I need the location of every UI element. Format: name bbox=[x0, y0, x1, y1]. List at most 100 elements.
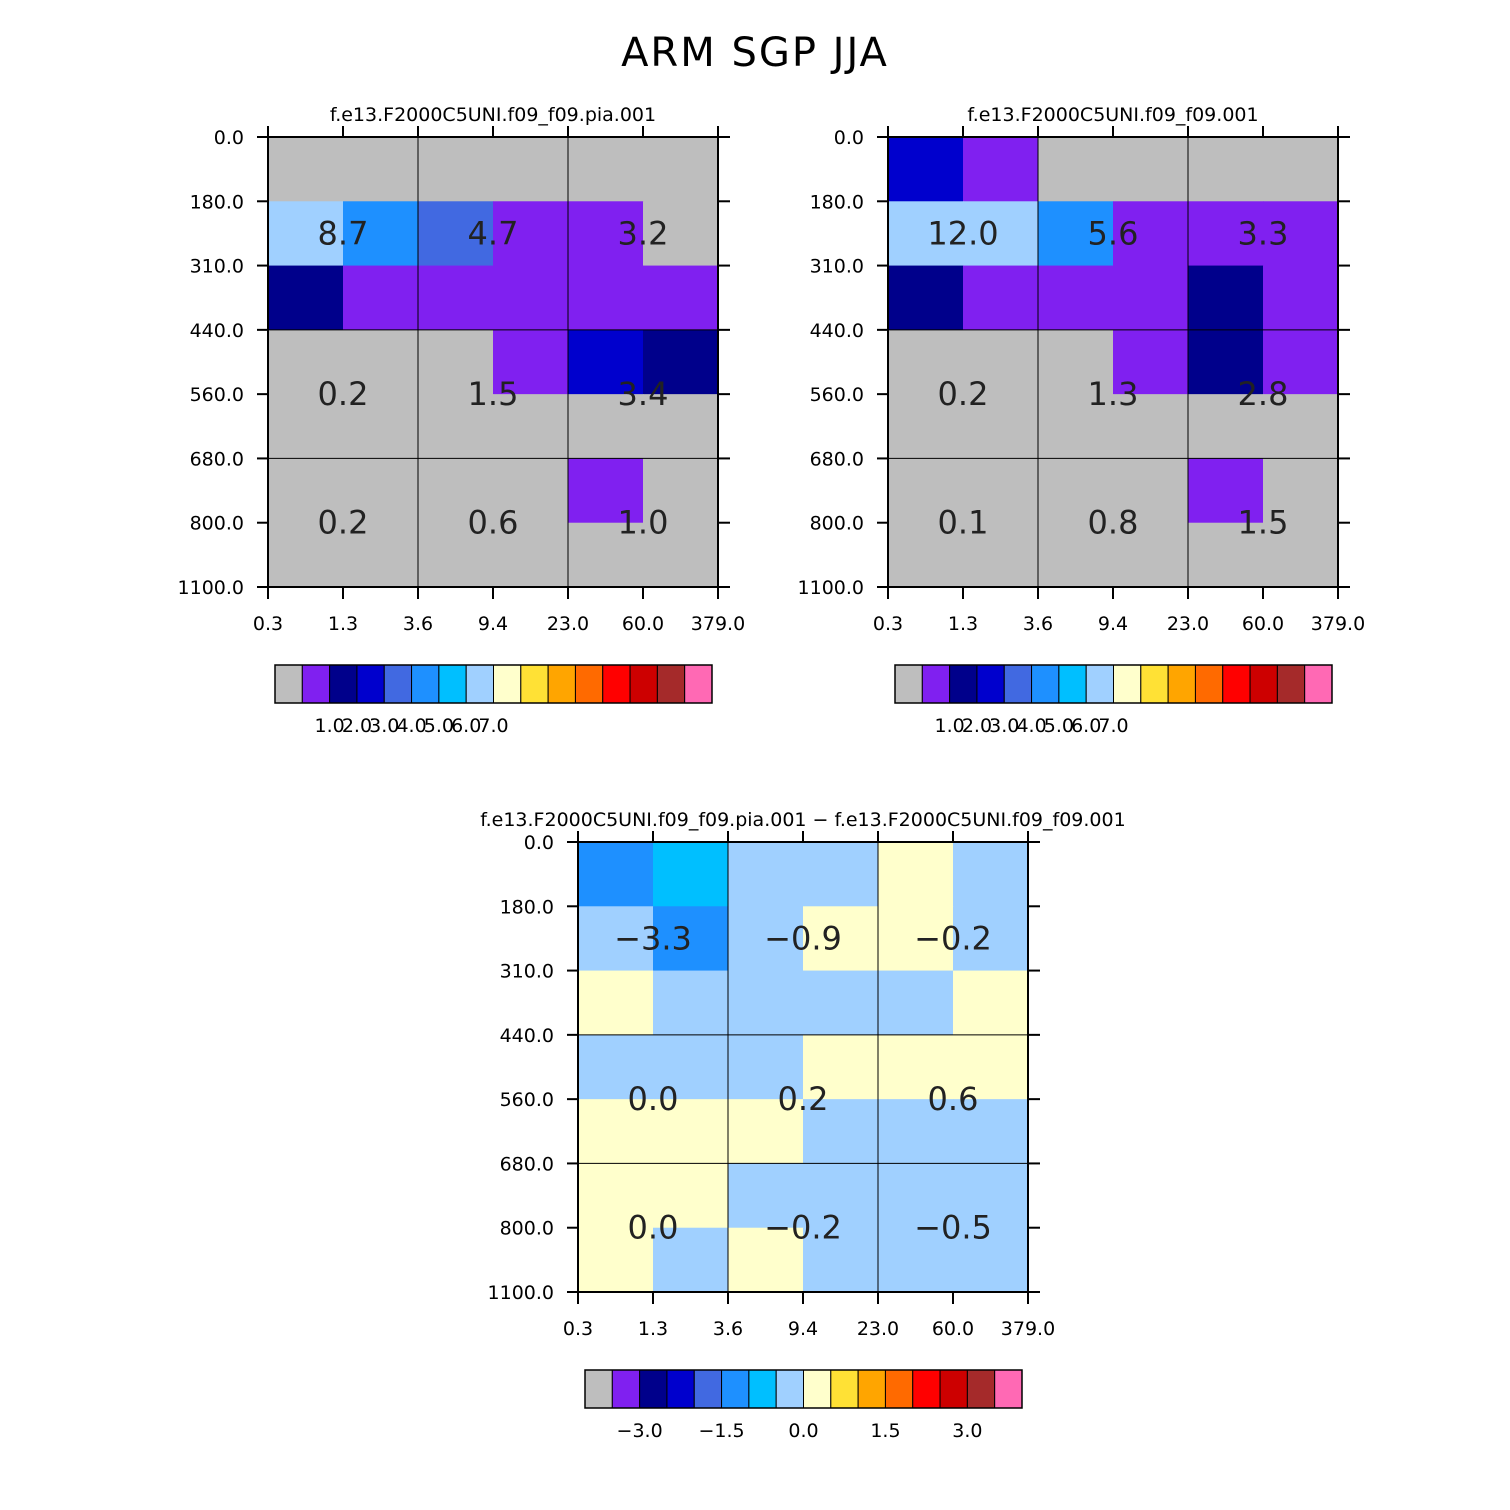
heatmap-cell bbox=[1113, 201, 1189, 267]
heatmap-cell bbox=[1188, 265, 1264, 331]
colorbar-swatch bbox=[493, 664, 522, 704]
y-tick-label: 1100.0 bbox=[488, 1282, 554, 1304]
x-tick-label: 1.3 bbox=[638, 1318, 668, 1340]
data-label: 4.7 bbox=[468, 214, 519, 252]
heatmap-cell bbox=[888, 201, 964, 267]
heatmap-cell bbox=[268, 458, 344, 524]
heatmap-panel-diff: f.e13.F2000C5UNI.f09_f09.pia.001 − f.e13… bbox=[480, 809, 1125, 1442]
colorbar-label: −3.0 bbox=[617, 1420, 663, 1442]
data-label: 0.2 bbox=[318, 375, 369, 413]
colorbar-label: 3.0 bbox=[989, 715, 1019, 737]
heatmap-cell bbox=[1263, 265, 1339, 331]
heatmap-cell bbox=[963, 394, 1039, 459]
heatmap-cell bbox=[643, 329, 719, 395]
heatmap-cell bbox=[653, 1034, 729, 1100]
heatmap-cell bbox=[1263, 137, 1339, 202]
y-tick-label: 560.0 bbox=[500, 1089, 554, 1111]
x-tick-label: 9.4 bbox=[788, 1318, 818, 1340]
x-tick-label: 1.3 bbox=[948, 613, 978, 635]
colorbar-swatch bbox=[684, 664, 713, 704]
heatmap-cell bbox=[268, 522, 344, 588]
x-tick-label: 60.0 bbox=[1242, 613, 1284, 635]
heatmap-cell bbox=[1263, 458, 1339, 524]
y-tick-label: 310.0 bbox=[190, 256, 244, 278]
data-label: 1.0 bbox=[618, 504, 669, 542]
heatmap-cell bbox=[888, 329, 964, 395]
data-label: 1.5 bbox=[1238, 504, 1289, 542]
colorbar-label: 1.0 bbox=[315, 715, 345, 737]
heatmap-cell bbox=[1263, 329, 1339, 395]
x-tick-label: 0.3 bbox=[873, 613, 903, 635]
heatmap-cell bbox=[578, 1034, 654, 1100]
colorbar-swatch bbox=[1194, 664, 1224, 704]
data-label: 12.0 bbox=[927, 214, 998, 252]
colorbar-swatch bbox=[939, 1369, 968, 1409]
heatmap-cell bbox=[803, 1034, 879, 1100]
data-label: 3.4 bbox=[618, 375, 669, 413]
y-tick-label: 180.0 bbox=[500, 896, 554, 918]
data-label: −0.2 bbox=[764, 1209, 842, 1247]
colorbar-swatch bbox=[656, 664, 686, 704]
heatmap-cell bbox=[963, 522, 1039, 588]
heatmap-cell bbox=[568, 522, 644, 588]
heatmap-cell bbox=[568, 329, 644, 395]
heatmap-cell bbox=[878, 1227, 954, 1293]
heatmap-cell bbox=[728, 906, 804, 972]
x-tick-label: 3.6 bbox=[1023, 613, 1053, 635]
colorbar-swatch bbox=[976, 664, 1005, 704]
colorbar-swatch bbox=[438, 664, 467, 704]
colorbar-swatch bbox=[830, 1369, 859, 1409]
heatmap-cell bbox=[1038, 458, 1114, 524]
x-tick-label: 9.4 bbox=[1098, 613, 1128, 635]
heatmap-cell bbox=[728, 970, 804, 1036]
heatmap-cell bbox=[268, 394, 344, 459]
heatmap-cell bbox=[888, 458, 964, 524]
y-tick-label: 0.0 bbox=[214, 127, 244, 149]
y-tick-label: 310.0 bbox=[500, 961, 554, 983]
data-label: 0.2 bbox=[318, 504, 369, 542]
colorbar-swatch bbox=[994, 1369, 1023, 1409]
heatmap-cell bbox=[578, 842, 654, 907]
heatmap-cell bbox=[568, 201, 644, 267]
colorbar-swatch bbox=[1249, 664, 1278, 704]
colorbar-swatch bbox=[1031, 664, 1060, 704]
heatmap-cell bbox=[878, 970, 954, 1036]
colorbar-swatch bbox=[966, 1369, 996, 1409]
heatmap-cell bbox=[878, 906, 954, 972]
colorbar-swatch bbox=[274, 664, 303, 704]
heatmap-cell bbox=[643, 201, 719, 267]
y-tick-label: 440.0 bbox=[190, 320, 244, 342]
heatmap-cell bbox=[1188, 522, 1264, 588]
colorbar-swatch bbox=[383, 664, 413, 704]
panel-title: f.e13.F2000C5UNI.f09_f09.pia.001 − f.e13… bbox=[480, 809, 1125, 831]
data-label: −0.5 bbox=[914, 1209, 992, 1247]
heatmap-cell bbox=[728, 1227, 804, 1293]
heatmap-cell bbox=[1038, 201, 1114, 267]
heatmap-cell bbox=[963, 201, 1039, 267]
colorbar-label: 1.0 bbox=[935, 715, 965, 737]
colorbar-frame bbox=[274, 664, 713, 704]
colorbar-swatch bbox=[329, 664, 358, 704]
y-tick-label: 310.0 bbox=[810, 256, 864, 278]
data-label: 3.2 bbox=[618, 214, 669, 252]
heatmap-cell bbox=[578, 906, 654, 972]
y-tick-label: 0.0 bbox=[834, 127, 864, 149]
heatmap-cell bbox=[418, 329, 494, 395]
y-tick-label: 180.0 bbox=[810, 191, 864, 213]
heatmap-cell bbox=[1113, 458, 1189, 524]
data-label: −0.9 bbox=[764, 919, 842, 957]
colorbar-swatch bbox=[629, 664, 658, 704]
x-tick-label: 379.0 bbox=[1001, 1318, 1055, 1340]
heatmap-cell bbox=[653, 1163, 729, 1229]
heatmap-cell bbox=[343, 265, 419, 331]
x-tick-label: 1.3 bbox=[328, 613, 358, 635]
colorbar-label: 1.5 bbox=[870, 1420, 900, 1442]
heatmap-cell bbox=[953, 1034, 1029, 1100]
heatmap-cell bbox=[963, 137, 1039, 202]
colorbar: 1.02.03.04.05.06.07.0 bbox=[274, 664, 713, 737]
heatmap-cell bbox=[418, 137, 494, 202]
y-tick-label: 800.0 bbox=[810, 513, 864, 535]
data-label: 0.8 bbox=[1088, 504, 1139, 542]
colorbar-swatch bbox=[666, 1369, 695, 1409]
